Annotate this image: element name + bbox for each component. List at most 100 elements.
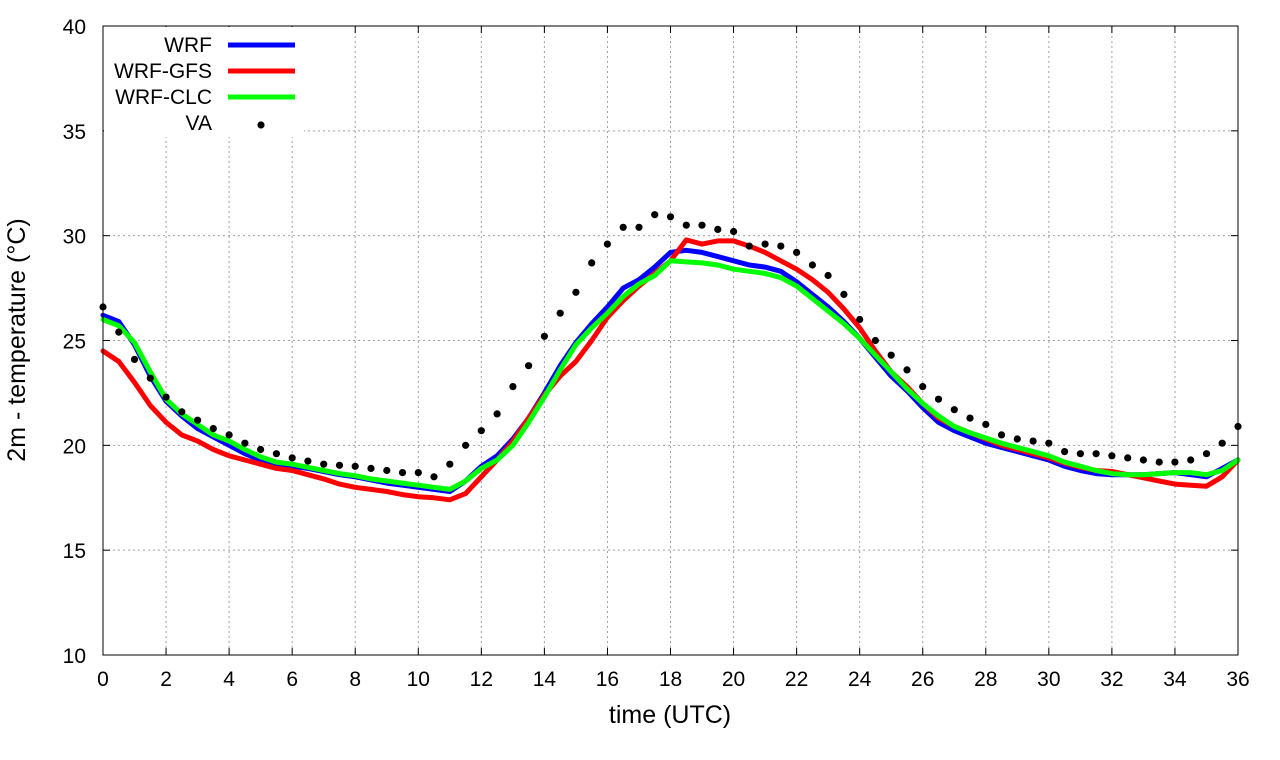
data-point-va bbox=[414, 469, 422, 477]
series-line-wrf-clc bbox=[100, 258, 1241, 492]
data-point-va bbox=[257, 445, 265, 454]
data-point-va bbox=[477, 427, 485, 435]
legend-label-wrf: WRF bbox=[164, 34, 212, 57]
data-point-va bbox=[966, 414, 974, 422]
data-point-va bbox=[1076, 450, 1084, 458]
data-point-va bbox=[1092, 450, 1100, 458]
data-point-va bbox=[572, 288, 580, 296]
data-point-va bbox=[446, 460, 454, 468]
data-point-va bbox=[840, 290, 848, 298]
data-point-va bbox=[130, 355, 139, 363]
data-point-va bbox=[1139, 456, 1147, 464]
x-tick-label: 34 bbox=[1163, 668, 1187, 691]
y-tick-label: 40 bbox=[63, 16, 86, 39]
data-point-va bbox=[304, 457, 312, 465]
data-point-va bbox=[919, 383, 927, 391]
data-point-va bbox=[1124, 454, 1132, 462]
x-tick-label: 36 bbox=[1226, 668, 1249, 691]
data-point-va bbox=[903, 366, 911, 374]
data-point-va bbox=[793, 248, 801, 256]
legend-label-va: VA bbox=[186, 112, 212, 135]
data-point-va bbox=[525, 362, 533, 370]
data-point-va bbox=[209, 425, 217, 433]
legend-label-wrf-gfs: WRF-GFS bbox=[114, 60, 212, 83]
legend: WRF WRF-GFS WRF-CLC VA bbox=[104, 27, 304, 137]
data-point-va bbox=[745, 242, 753, 250]
data-point-va bbox=[635, 223, 643, 231]
x-tick-label: 2 bbox=[160, 668, 172, 691]
data-point-va bbox=[777, 242, 785, 250]
data-point-va bbox=[1045, 439, 1053, 447]
x-tick-label: 12 bbox=[470, 668, 493, 691]
data-point-va bbox=[997, 431, 1006, 439]
data-point-va bbox=[603, 240, 612, 248]
data-point-va bbox=[1202, 450, 1211, 458]
x-tick-label: 32 bbox=[1100, 668, 1123, 691]
x-tick-label: 6 bbox=[286, 668, 298, 691]
y-axis-title: 2m - temperature (°C) bbox=[3, 218, 31, 461]
data-point-va bbox=[398, 469, 407, 477]
data-point-va bbox=[588, 259, 596, 267]
data-point-va bbox=[351, 462, 359, 470]
data-point-va bbox=[1061, 448, 1069, 456]
data-point-va bbox=[367, 464, 375, 472]
data-point-va bbox=[556, 309, 564, 317]
data-point-va bbox=[430, 473, 438, 481]
y-tick-label: 35 bbox=[63, 121, 86, 144]
x-tick-label: 24 bbox=[848, 668, 872, 691]
x-tick-label: 16 bbox=[596, 668, 619, 691]
data-point-va bbox=[871, 336, 880, 345]
ticks: 0 2 4 6 8 10 12 14 16 18 20 22 24 26 28 30 32 34 361015202… bbox=[63, 16, 1250, 691]
data-point-va bbox=[761, 240, 769, 248]
x-tick-label: 0 bbox=[97, 668, 109, 691]
data-point-va bbox=[194, 416, 202, 424]
data-point-va bbox=[682, 221, 690, 229]
data-point-va bbox=[146, 374, 154, 382]
data-point-va bbox=[162, 393, 170, 401]
data-point-va bbox=[178, 408, 186, 416]
data-point-va bbox=[225, 431, 233, 439]
data-point-va bbox=[666, 213, 675, 221]
data-point-va bbox=[115, 328, 123, 336]
x-tick-label: 18 bbox=[659, 668, 682, 691]
x-tick-label: 20 bbox=[722, 668, 745, 691]
data-point-va bbox=[1108, 452, 1116, 460]
y-tick-label: 20 bbox=[63, 435, 86, 458]
data-point-va bbox=[272, 450, 280, 458]
data-point-va bbox=[462, 441, 470, 449]
x-tick-label: 22 bbox=[785, 668, 808, 691]
data-point-va bbox=[540, 332, 549, 340]
data-point-va bbox=[1155, 458, 1163, 466]
data-point-va bbox=[856, 315, 864, 324]
data-point-va bbox=[730, 227, 738, 236]
data-point-va bbox=[320, 460, 328, 468]
data-point-va bbox=[1029, 437, 1037, 445]
legend-label-wrf-clc: WRF-CLC bbox=[115, 86, 212, 109]
y-tick-label: 15 bbox=[63, 540, 86, 563]
data-point-va bbox=[887, 351, 895, 359]
x-tick-label: 4 bbox=[223, 668, 235, 691]
data-point-va bbox=[934, 395, 943, 403]
data-point-va bbox=[982, 420, 990, 428]
data-point-va bbox=[335, 461, 344, 469]
data-point-va bbox=[241, 439, 249, 447]
x-axis-title: time (UTC) bbox=[609, 701, 731, 729]
x-tick-label: 14 bbox=[533, 668, 557, 691]
x-tick-label: 8 bbox=[349, 668, 361, 691]
data-point-va bbox=[950, 406, 958, 414]
data-point-va bbox=[509, 383, 517, 391]
legend-swatch-va bbox=[257, 121, 265, 129]
y-tick-label: 30 bbox=[63, 226, 86, 249]
data-point-va bbox=[1171, 458, 1179, 466]
data-point-va bbox=[288, 454, 296, 462]
data-point-va bbox=[493, 410, 501, 418]
series-layer bbox=[99, 211, 1242, 503]
y-tick-label: 25 bbox=[63, 331, 86, 354]
data-point-va bbox=[1218, 439, 1226, 447]
x-tick-label: 26 bbox=[911, 668, 934, 691]
x-tick-label: 28 bbox=[974, 668, 997, 691]
data-point-va bbox=[1013, 435, 1021, 443]
y-tick-label: 10 bbox=[63, 645, 86, 668]
data-point-va bbox=[383, 466, 391, 475]
